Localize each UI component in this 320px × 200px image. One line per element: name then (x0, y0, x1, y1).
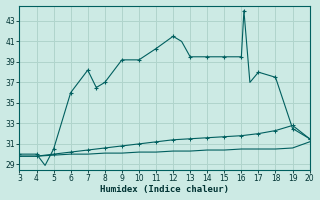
X-axis label: Humidex (Indice chaleur): Humidex (Indice chaleur) (100, 185, 229, 194)
